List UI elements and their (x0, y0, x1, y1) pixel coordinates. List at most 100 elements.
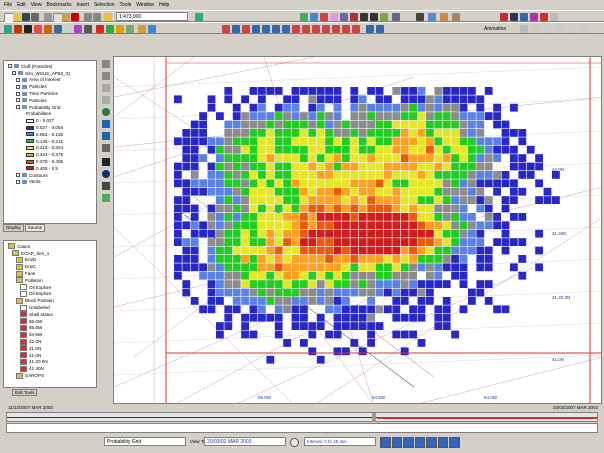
fast-forward-icon[interactable] (449, 437, 461, 448)
draw-arrow-icon[interactable] (312, 25, 320, 33)
menu-view[interactable]: View (30, 2, 42, 8)
zoom-out-icon[interactable] (14, 25, 22, 33)
anim-tool-icon[interactable] (520, 25, 528, 33)
legend-icon[interactable] (510, 13, 518, 21)
catalog-item[interactable]: 64.5W (8, 331, 96, 338)
checkbox[interactable] (16, 77, 20, 82)
checkbox[interactable] (8, 64, 12, 69)
view-time-field[interactable]: 20/03/02 MAR 2003 (204, 437, 286, 446)
draw-text-icon[interactable] (292, 25, 300, 33)
menu-bookmarks[interactable]: Bookmarks (46, 2, 72, 8)
catalog-item[interactable]: Oil Explore (8, 284, 96, 291)
forward-extent-icon[interactable] (64, 25, 72, 33)
toc-root[interactable]: Cloff (Particles) (8, 63, 96, 70)
fixed-out-tool-icon[interactable] (102, 96, 110, 104)
fixed-in-tool-icon[interactable] (102, 84, 110, 92)
menu-help[interactable]: Help (159, 2, 170, 8)
rewind-icon[interactable] (380, 437, 391, 448)
checkbox[interactable] (16, 91, 20, 96)
table-icon[interactable] (340, 13, 348, 21)
catalog-item[interactable]: EGAP_Sim_1 (8, 250, 96, 257)
bookmark-icon[interactable] (366, 25, 374, 33)
catalog-item[interactable]: Fans (8, 270, 96, 277)
draw-poly-icon[interactable] (262, 25, 270, 33)
north-arrow-icon[interactable] (530, 13, 538, 21)
find-icon[interactable] (440, 13, 448, 21)
hyperlink-tool-icon[interactable] (102, 194, 110, 202)
catalog-item[interactable]: EnvC (8, 263, 96, 270)
play-icon[interactable] (426, 437, 437, 448)
zoom-out-tool-icon[interactable] (102, 72, 110, 80)
draw-label-icon[interactable] (352, 25, 360, 33)
play-back-icon[interactable] (403, 437, 414, 448)
globe-tool-icon[interactable] (102, 108, 110, 116)
toolbox-icon[interactable] (370, 13, 378, 21)
interval-field[interactable]: Interval: 0 hr 25 min (304, 437, 376, 446)
catalog-item[interactable]: Oil Explore (8, 290, 96, 298)
catalog-item[interactable]: EnvD (8, 256, 96, 264)
menu-insert[interactable]: Insert (76, 2, 89, 8)
catalog-item[interactable]: 41.0N (8, 352, 96, 359)
route-icon[interactable] (126, 25, 134, 33)
catalog-item[interactable]: 41 20.0N (8, 358, 96, 366)
open-icon[interactable] (13, 13, 21, 21)
menu-file[interactable]: File (4, 2, 13, 8)
time-slider[interactable] (6, 412, 598, 422)
swipe-icon[interactable] (148, 25, 156, 33)
globe-icon[interactable] (300, 13, 308, 21)
draw-marker-icon[interactable] (302, 25, 310, 33)
undo-icon[interactable] (84, 13, 92, 21)
catalog-item[interactable]: Cases (8, 243, 96, 250)
catalog-item[interactable]: 65.0W (8, 318, 96, 325)
tool-icon[interactable] (380, 13, 388, 21)
back-tool-icon[interactable] (102, 120, 110, 128)
catalog-item[interactable]: Unlabeled (8, 304, 96, 311)
clear-icon[interactable] (376, 25, 384, 33)
zoom-in-icon[interactable] (4, 25, 12, 33)
add-data-icon[interactable] (104, 13, 112, 21)
picture-icon[interactable] (550, 13, 558, 21)
step-forward-icon[interactable] (437, 437, 449, 448)
draw-ellipse-icon[interactable] (282, 25, 290, 33)
drawing-icon[interactable] (392, 13, 400, 21)
draw-freehand-icon[interactable] (342, 25, 350, 33)
menu-tools[interactable]: Tools (119, 2, 132, 8)
save-icon[interactable] (22, 13, 30, 21)
tab-display[interactable]: Display (3, 224, 24, 232)
catalog-item[interactable]: 41.5N (8, 345, 96, 352)
find-tool-icon[interactable] (116, 25, 124, 33)
clock-icon[interactable] (290, 438, 299, 447)
info-icon[interactable] (84, 25, 92, 33)
back-extent-icon[interactable] (54, 25, 62, 33)
measure-tool-icon[interactable] (106, 25, 114, 33)
draw-circle-icon[interactable] (272, 25, 280, 33)
toc-layer[interactable]: Time Particles (8, 90, 96, 97)
catalog-item[interactable]: Shell status (8, 311, 96, 318)
slider-thumb[interactable] (372, 413, 376, 422)
toc-dataset[interactable]: Sim_WSUS_AP82_01 (8, 70, 96, 77)
catalog-item[interactable]: 42.0N (8, 338, 96, 345)
view-icon[interactable] (416, 13, 424, 21)
pan-tool-icon[interactable] (102, 144, 110, 152)
catalog-item[interactable]: SAROPS (8, 372, 96, 379)
time-icon[interactable] (138, 25, 146, 33)
menu-window[interactable]: Window (136, 2, 155, 8)
checkbox[interactable] (16, 105, 20, 110)
pan-icon[interactable] (24, 25, 32, 33)
forward-tool-icon[interactable] (102, 132, 110, 140)
tab-edit-tools[interactable]: Edit Tools (12, 389, 38, 396)
checkbox[interactable] (16, 173, 20, 178)
chart-icon[interactable] (330, 13, 338, 21)
draw-square-icon[interactable] (322, 25, 330, 33)
catalog-item[interactable]: Block Position (8, 297, 96, 304)
editor-icon[interactable] (195, 13, 203, 21)
checkbox[interactable] (16, 84, 20, 89)
pause-icon[interactable] (414, 437, 426, 448)
map-view[interactable]: 42.0N 41 40N 41 20.0N 41.0N 65.0W 64.5W … (113, 56, 602, 404)
menu-selection[interactable]: Selection (93, 2, 115, 8)
zoom-in-tool-icon[interactable] (102, 60, 110, 68)
flag-icon[interactable] (500, 13, 508, 21)
layer-dropdown[interactable]: Probability Grid (104, 437, 186, 446)
checkbox[interactable] (12, 71, 16, 76)
tab-source[interactable]: Source (24, 224, 46, 232)
